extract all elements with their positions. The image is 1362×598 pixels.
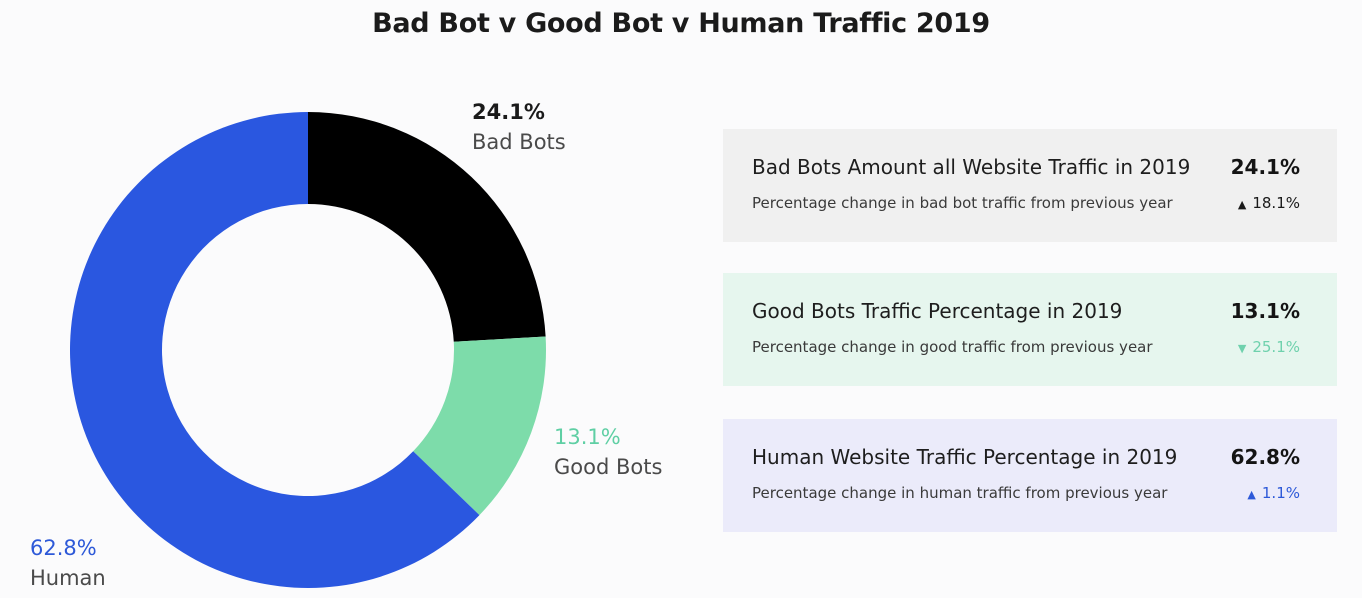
card-subtext: Percentage change in human traffic from … — [752, 484, 1168, 502]
card-heading: Bad Bots Amount all Website Traffic in 2… — [752, 155, 1191, 179]
triangle-up-icon: ▲ — [1237, 198, 1247, 211]
label-bad-bots-category: Bad Bots — [472, 130, 566, 154]
card-heading: Good Bots Traffic Percentage in 2019 — [752, 299, 1123, 323]
label-good-bots: 13.1% Good Bots — [554, 422, 662, 482]
slice-human — [70, 112, 480, 588]
triangle-up-icon: ▲ — [1247, 488, 1256, 501]
card-change: ▲ 1.1% — [1247, 484, 1300, 502]
card-change-value: 25.1% — [1252, 338, 1300, 356]
card-heading: Human Website Traffic Percentage in 2019 — [752, 445, 1178, 469]
card-subtext: Percentage change in bad bot traffic fro… — [752, 194, 1173, 212]
card-change: ▲ 18.1% — [1238, 194, 1300, 212]
card-bad-bots: Bad Bots Amount all Website Traffic in 2… — [723, 129, 1337, 242]
card-change: ▼ 25.1% — [1238, 338, 1300, 356]
slice-bad-bots — [308, 112, 546, 342]
slice-good-bots — [413, 336, 546, 516]
label-bad-bots-value: 24.1% — [472, 100, 545, 124]
card-change-value: 18.1% — [1252, 194, 1300, 212]
card-human: Human Website Traffic Percentage in 2019… — [723, 419, 1337, 532]
card-change-value: 1.1% — [1261, 484, 1300, 502]
label-bad-bots: 24.1% Bad Bots — [472, 97, 566, 157]
card-value: 62.8% — [1230, 445, 1300, 469]
label-human: 62.8% Human — [30, 533, 106, 593]
donut-chart — [70, 112, 546, 588]
label-good-bots-value: 13.1% — [554, 425, 621, 449]
label-human-value: 62.8% — [30, 536, 97, 560]
card-value: 13.1% — [1230, 299, 1300, 323]
triangle-down-icon: ▼ — [1237, 342, 1247, 355]
chart-title: Bad Bot v Good Bot v Human Traffic 2019 — [372, 8, 990, 39]
card-subtext: Percentage change in good traffic from p… — [752, 338, 1153, 356]
label-good-bots-category: Good Bots — [554, 455, 663, 479]
card-value: 24.1% — [1230, 155, 1300, 179]
card-good-bots: Good Bots Traffic Percentage in 2019 13.… — [723, 273, 1337, 386]
label-human-category: Human — [30, 566, 106, 590]
